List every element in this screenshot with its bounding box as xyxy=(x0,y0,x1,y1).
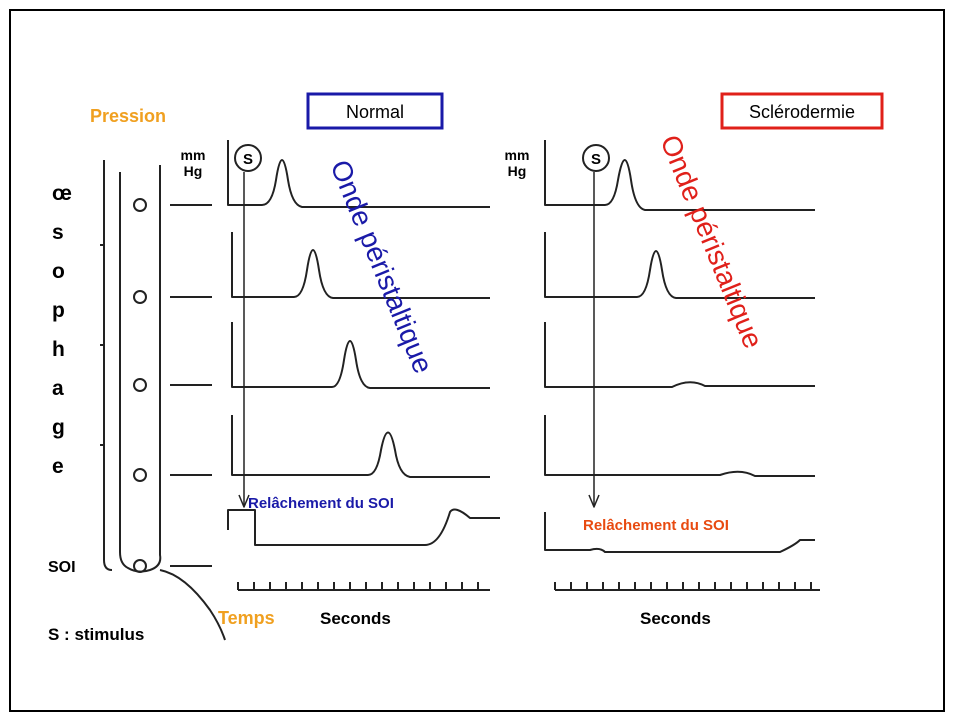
stimulus: S xyxy=(243,151,253,168)
organ-letter: s xyxy=(52,221,64,244)
panel-title: Sclérodermie xyxy=(749,102,855,122)
organ-letter: a xyxy=(52,377,64,400)
organ-letter: h xyxy=(52,338,65,361)
relaxation-label: Relâchement du SOI xyxy=(583,517,729,534)
scleroderma-box xyxy=(720,92,884,130)
time-label: Temps xyxy=(218,608,275,628)
unit: Hg xyxy=(184,163,203,179)
unit: mm xyxy=(505,147,530,163)
panel-title: Normal xyxy=(346,102,404,122)
sphincter-label: SOI xyxy=(48,559,76,576)
organ-letter: p xyxy=(52,299,65,322)
unit: Hg xyxy=(508,163,527,179)
organ-letter: g xyxy=(52,416,65,439)
axis-label: Seconds xyxy=(320,609,391,628)
pressure-label: Pression xyxy=(90,106,166,126)
stimulus: S xyxy=(591,151,601,168)
organ-letter: e xyxy=(52,455,64,478)
relaxation-label: Relâchement du SOI xyxy=(248,495,394,512)
stimulus-legend: S : stimulus xyxy=(48,625,144,644)
axis-label: Seconds xyxy=(640,609,711,628)
scleroderma-traces xyxy=(544,140,820,591)
unit: mm xyxy=(181,147,206,163)
organ-letter: œ xyxy=(52,182,72,205)
normal-traces xyxy=(227,140,500,591)
catheter xyxy=(100,160,226,641)
normal-box xyxy=(306,92,444,130)
organ-letter: o xyxy=(52,260,65,283)
